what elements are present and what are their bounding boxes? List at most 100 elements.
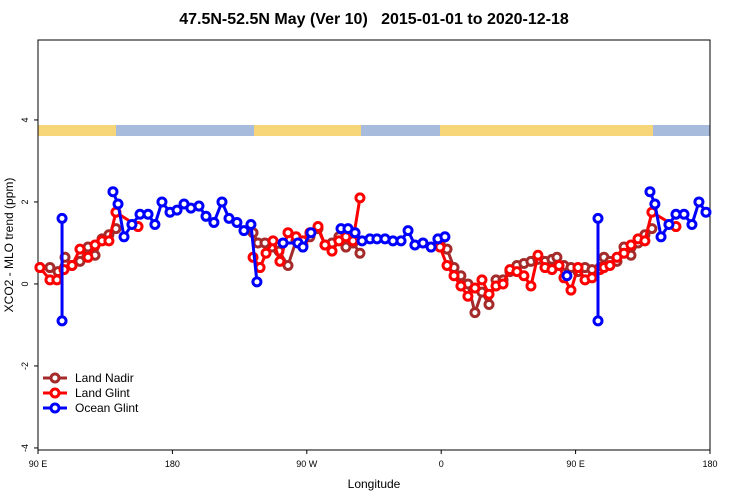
data-point [565, 284, 577, 296]
data-point [644, 186, 656, 198]
data-point [56, 315, 68, 327]
land-band [254, 125, 361, 136]
x-tick-label: 90 E [566, 459, 585, 469]
legend-marker [49, 402, 61, 414]
data-point [251, 276, 263, 288]
data-point [592, 212, 604, 224]
data-point [238, 225, 250, 237]
data-point [532, 249, 544, 261]
data-point [354, 247, 366, 259]
data-point [231, 216, 243, 228]
y-tick-label: 4 [20, 117, 30, 122]
data-point [469, 307, 481, 319]
data-point [223, 212, 235, 224]
data-point [156, 196, 168, 208]
data-point [639, 235, 651, 247]
data-point [267, 235, 279, 247]
legend-marker [49, 387, 61, 399]
data-point [655, 231, 667, 243]
data-point [425, 241, 437, 253]
data-point [149, 219, 161, 230]
chart-title: 47.5N-52.5N May (Ver 10) 2015-01-01 to 2… [179, 11, 569, 28]
data-point [700, 206, 712, 218]
data-point [171, 204, 183, 216]
data-point [402, 225, 414, 237]
data-point [74, 255, 86, 267]
data-point [417, 237, 429, 249]
y-tick-label: 0 [20, 281, 30, 286]
data-point [312, 221, 324, 233]
data-point [572, 262, 584, 274]
data-point [126, 219, 138, 230]
y-tick-label: -2 [20, 362, 30, 370]
data-point [354, 192, 366, 204]
data-point [112, 198, 124, 210]
data-point [439, 231, 451, 243]
land-ocean-strip [38, 125, 710, 136]
data-point [74, 243, 86, 255]
data-point [678, 208, 690, 220]
ocean-band [653, 125, 710, 136]
data-point [44, 262, 56, 274]
data-point [107, 186, 119, 198]
data-point [245, 219, 257, 230]
data-point [518, 270, 530, 282]
data-point [326, 245, 338, 257]
data-point [208, 216, 220, 228]
data-point [561, 270, 573, 282]
legend-label: Ocean Glint [75, 401, 139, 415]
data-point [455, 280, 467, 292]
data-point [592, 315, 604, 327]
data-point [483, 288, 495, 300]
data-point [349, 227, 361, 239]
x-tick-label: 90 E [29, 459, 48, 469]
plot-marks [34, 186, 712, 327]
data-point [216, 196, 228, 208]
data-point [395, 235, 407, 247]
data-point [118, 231, 130, 243]
data-point [200, 210, 212, 222]
data-point [282, 227, 294, 239]
data-point [319, 239, 331, 251]
data-point [686, 219, 698, 230]
data-point [66, 260, 78, 271]
data-point [254, 262, 266, 274]
x-tick-label: 0 [439, 459, 444, 469]
legend-label: Land Glint [75, 386, 130, 400]
data-point [260, 247, 272, 259]
data-point [297, 241, 309, 253]
data-point [483, 298, 495, 310]
x-tick-label: 90 W [296, 459, 318, 469]
data-point [282, 260, 294, 271]
data-point [103, 235, 115, 247]
data-point [56, 212, 68, 224]
data-point [476, 274, 488, 286]
ocean-band [361, 125, 440, 136]
data-point [497, 278, 509, 290]
data-point [618, 247, 630, 259]
x-axis-label: Longitude [348, 477, 401, 491]
data-point [82, 251, 94, 263]
data-point [663, 219, 675, 230]
data-point [305, 227, 317, 239]
x-tick-label: 180 [165, 459, 180, 469]
data-point [51, 274, 63, 286]
data-point [553, 260, 565, 271]
data-point [462, 290, 474, 302]
data-point [441, 260, 453, 271]
land-band [440, 125, 653, 136]
data-point [34, 262, 46, 274]
data-point [142, 208, 154, 220]
ocean-band [116, 125, 254, 136]
data-point [274, 255, 286, 267]
data-point [277, 237, 289, 249]
y-tick-label: 2 [20, 199, 30, 204]
data-point [586, 272, 598, 284]
x-tick-label: 180 [702, 459, 717, 469]
data-point [649, 198, 661, 210]
land-band [38, 125, 116, 136]
y-tick-label: -4 [20, 444, 30, 452]
